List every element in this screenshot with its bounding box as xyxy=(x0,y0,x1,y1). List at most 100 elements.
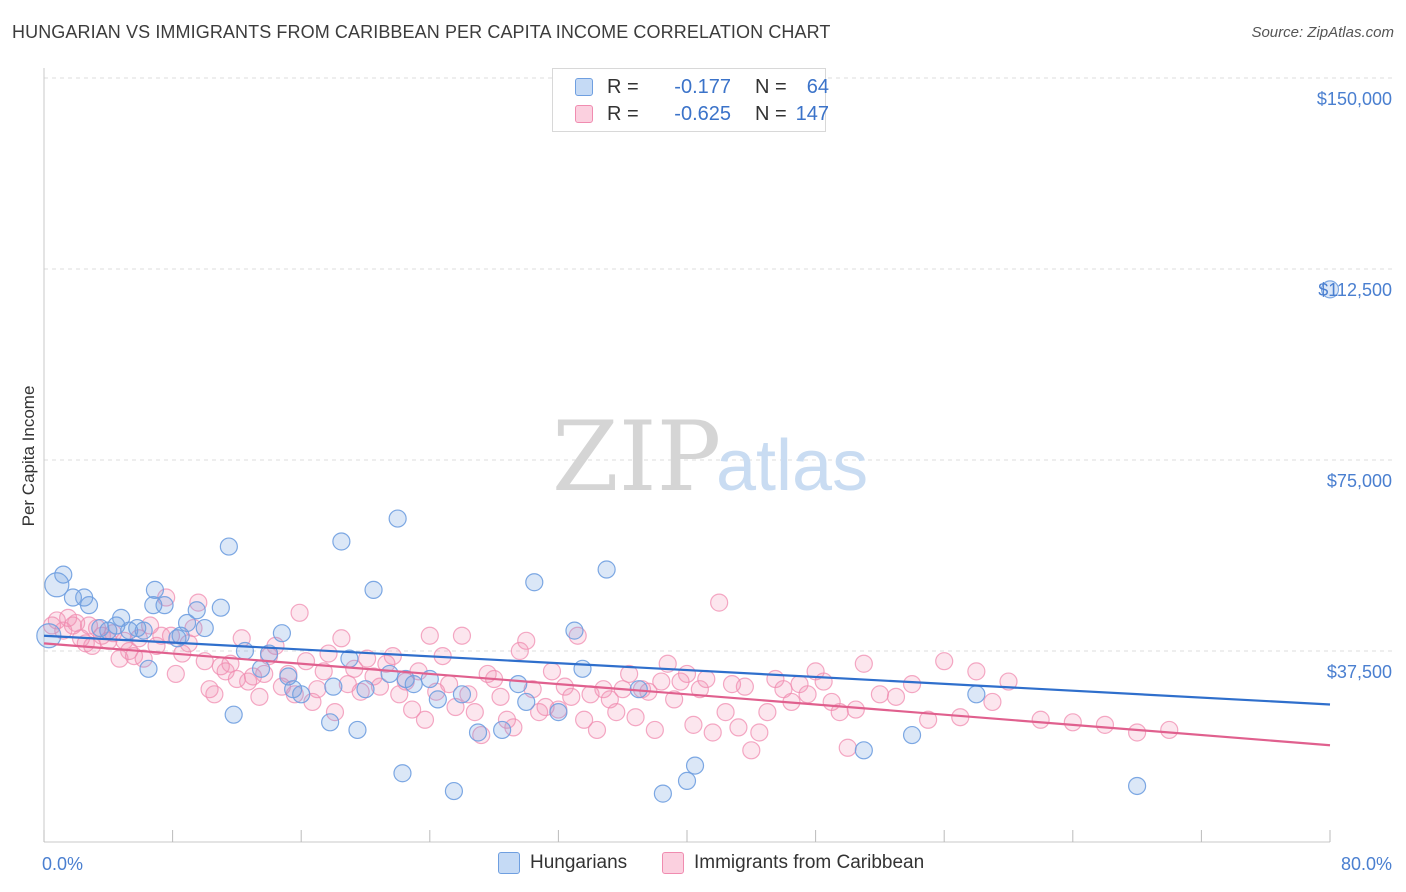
caribbean-point xyxy=(497,710,517,729)
hungarian-point xyxy=(565,621,584,640)
hungarian-points xyxy=(36,280,1340,803)
caribbean-point xyxy=(967,662,986,681)
caribbean-point xyxy=(652,672,671,691)
legend-label-hungarians: Hungarians xyxy=(530,852,628,873)
hungarian-point xyxy=(1320,280,1340,299)
caribbean-point xyxy=(697,669,716,689)
hungarian-point xyxy=(44,572,70,598)
hungarian-point xyxy=(677,771,697,790)
caribbean-point xyxy=(517,631,536,650)
legend-r-value: -0.625 xyxy=(674,102,731,125)
hungarian-point xyxy=(452,685,472,704)
caribbean-point xyxy=(239,672,258,691)
caribbean-point xyxy=(1031,710,1050,729)
hungarian-point xyxy=(145,580,165,599)
hungarians-trend-line xyxy=(43,634,1331,706)
hungarian-point xyxy=(597,560,616,579)
caribbean-point xyxy=(325,703,345,722)
hungarian-point xyxy=(324,677,343,696)
caribbean-point xyxy=(645,720,664,740)
hungarian-point xyxy=(388,509,407,528)
legend-row-caribbean: R = -0.625 N = 147 xyxy=(553,101,829,127)
hungarian-point xyxy=(79,596,99,615)
series-legend: Hungarians Immigrants from Caribbean xyxy=(0,852,1406,878)
caribbean-point xyxy=(742,741,761,760)
caribbean-point xyxy=(370,677,390,696)
caribbean-point xyxy=(1063,713,1082,732)
caribbean-point xyxy=(716,703,735,722)
caribbean-point xyxy=(415,710,435,729)
hungarian-point xyxy=(902,725,922,745)
legend-item-hungarians[interactable]: Hungarians xyxy=(498,852,627,874)
hungarian-point xyxy=(332,532,351,551)
caribbean-point xyxy=(542,662,562,681)
caribbean-point xyxy=(562,687,581,706)
caribbean-trend-line xyxy=(43,642,1331,747)
gridlines xyxy=(44,77,1392,652)
caribbean-point xyxy=(729,718,748,737)
hungarian-point xyxy=(444,781,464,801)
caribbean-point xyxy=(902,675,922,694)
caribbean-point xyxy=(308,680,327,699)
hungarian-point xyxy=(187,601,206,620)
y-tick-label: $150,000 xyxy=(1317,89,1392,109)
y-axis-label: Per Capita Income xyxy=(19,386,38,527)
hungarian-point xyxy=(468,723,488,742)
axes xyxy=(43,68,1331,843)
hungarian-point xyxy=(54,565,73,584)
caribbean-point xyxy=(465,703,484,722)
hungarian-point xyxy=(224,705,243,724)
legend-swatch-caribbean xyxy=(662,852,684,874)
y-tick-labels: $37,500 $75,000 $112,500 $150,000 xyxy=(1317,89,1392,682)
hungarian-point xyxy=(155,596,174,615)
caribbean-point xyxy=(166,664,185,684)
y-tick-label: $112,500 xyxy=(1318,280,1392,300)
caribbean-point xyxy=(358,649,377,668)
caribbean-point xyxy=(919,710,938,729)
caribbean-point xyxy=(134,649,153,668)
hungarian-point xyxy=(211,598,230,617)
caribbean-point xyxy=(1127,723,1147,742)
caribbean-point xyxy=(1160,720,1179,740)
caribbean-point xyxy=(607,703,626,722)
legend-item-caribbean[interactable]: Immigrants from Caribbean xyxy=(662,852,924,874)
caribbean-point xyxy=(555,677,574,696)
caribbean-point xyxy=(838,738,857,757)
caribbean-point xyxy=(671,672,690,691)
caribbean-point xyxy=(798,685,817,704)
caribbean-point xyxy=(568,626,587,645)
legend-swatch-caribbean xyxy=(575,105,593,123)
hungarian-point xyxy=(272,624,292,643)
hungarian-point xyxy=(219,537,238,556)
legend-row-hungarians: R = -0.177 N = 64 xyxy=(553,74,829,100)
caribbean-point xyxy=(575,710,594,729)
caribbean-point xyxy=(684,715,703,734)
hungarian-point xyxy=(251,659,271,678)
caribbean-point xyxy=(758,703,777,722)
caribbean-point xyxy=(377,654,396,673)
trend-lines xyxy=(43,634,1331,747)
hungarian-point xyxy=(428,690,447,709)
source-label: Source: ZipAtlas.com xyxy=(1251,24,1394,41)
hungarian-point xyxy=(573,659,592,678)
caribbean-point xyxy=(205,685,224,704)
chart-title: HUNGARIAN VS IMMIGRANTS FROM CARIBBEAN P… xyxy=(12,22,831,42)
legend-r-label: R = xyxy=(607,102,639,125)
caribbean-point xyxy=(677,664,697,684)
caribbean-point xyxy=(189,593,208,612)
hungarian-point xyxy=(393,764,412,783)
caribbean-point xyxy=(290,603,309,622)
caribbean-point xyxy=(1095,715,1115,734)
caribbean-point xyxy=(383,646,402,666)
caribbean-point xyxy=(200,680,219,699)
legend-r-value: -0.177 xyxy=(674,75,731,98)
caribbean-point xyxy=(472,725,491,745)
legend-n-value: 64 xyxy=(806,75,829,98)
caribbean-point xyxy=(314,662,333,681)
caribbean-point xyxy=(983,692,1002,712)
hungarian-point xyxy=(509,675,528,694)
hungarian-point xyxy=(134,621,153,640)
caribbean-point xyxy=(846,700,865,719)
hungarian-point xyxy=(380,664,399,684)
